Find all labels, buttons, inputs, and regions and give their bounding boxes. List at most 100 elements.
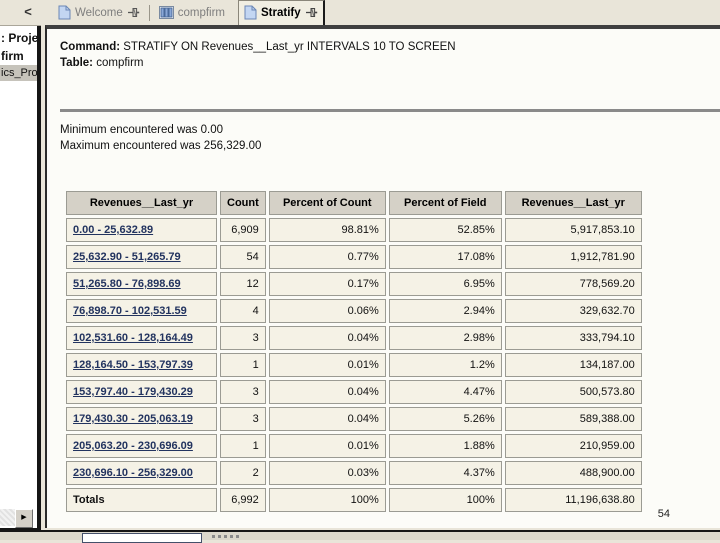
stratum-range-link[interactable]: 25,632.90 - 51,265.79 xyxy=(73,251,181,263)
value-cell: 333,794.10 xyxy=(504,326,642,350)
header-row: Revenues__Last_yr Count Percent of Count… xyxy=(66,191,642,215)
pin-icon[interactable] xyxy=(305,6,318,19)
page-icon xyxy=(244,5,257,20)
totals-field-amount: 11,196,638.80 xyxy=(504,488,642,512)
command-text: STRATIFY ON Revenues__Last_yr INTERVALS … xyxy=(123,41,456,53)
command-line: Command: STRATIFY ON Revenues__Last_yr I… xyxy=(60,41,720,53)
value-cell: 1 xyxy=(220,353,266,377)
stratum-range-link[interactable]: 102,531.60 - 128,164.49 xyxy=(73,332,193,344)
value-cell: 488,900.00 xyxy=(504,461,642,485)
table-row: 205,063.20 - 230,696.09 1 0.01% 1.88% 210,95… xyxy=(66,434,642,458)
project-navigator-panel: < : Proje firm ics_Pro ▶ xyxy=(0,0,41,530)
horizontal-scrollbar[interactable]: ▶ xyxy=(0,509,33,528)
table-row: 128,164.50 - 153,797.39 1 0.01% 1.2% 134,187… xyxy=(66,353,642,377)
table-row: 153,797.40 - 179,430.29 3 0.04% 4.47% 500,57… xyxy=(66,380,642,404)
value-cell: 3 xyxy=(220,380,266,404)
bottom-border xyxy=(0,530,720,532)
range-cell: 0.00 - 25,632.89 xyxy=(66,218,217,242)
totals-count: 6,992 xyxy=(220,488,266,512)
totals-row: Totals 6,992 100% 100% 11,196,638.80 xyxy=(66,488,642,512)
totals-pct-field: 100% xyxy=(388,488,502,512)
stratum-range-link[interactable]: 76,898.70 - 102,531.59 xyxy=(73,305,187,317)
display-area: Welcome compfirm Stratify Command: STRAT… xyxy=(45,0,720,530)
stratum-range-link[interactable]: 230,696.10 - 256,329.00 xyxy=(73,467,193,479)
navigator-body: : Proje firm ics_Pro ▶ xyxy=(0,26,41,530)
value-cell: 52.85% xyxy=(388,218,502,242)
table-icon xyxy=(158,6,174,19)
value-cell: 4.47% xyxy=(388,380,502,404)
value-cell: 6,909 xyxy=(220,218,266,242)
table-name: compfirm xyxy=(96,57,144,69)
minimum-line: Minimum encountered was 0.00 xyxy=(60,124,223,136)
range-cell: 205,063.20 - 230,696.09 xyxy=(66,434,217,458)
pin-icon[interactable] xyxy=(127,6,140,19)
tab-compfirm-label: compfirm xyxy=(177,6,225,19)
table-row: 0.00 - 25,632.89 6,909 98.81% 52.85% 5,917,8… xyxy=(66,218,642,242)
cropped-fragment-text xyxy=(212,535,242,538)
range-cell: 179,430.30 - 205,063.19 xyxy=(66,407,217,431)
value-cell: 54 xyxy=(220,245,266,269)
cropped-fragment-box xyxy=(82,533,202,543)
navigator-item-project[interactable]: : Proje xyxy=(1,31,39,45)
value-cell: 500,573.80 xyxy=(504,380,642,404)
navigator-item-table[interactable]: firm xyxy=(1,49,24,63)
value-cell: 0.01% xyxy=(268,434,386,458)
command-label: Command: xyxy=(60,41,121,53)
stratum-range-link[interactable]: 51,265.80 - 76,898.69 xyxy=(73,278,181,290)
stratify-result-table: Revenues__Last_yr Count Percent of Count… xyxy=(63,188,645,515)
value-cell: 329,632.70 xyxy=(504,299,642,323)
range-cell: 230,696.10 - 256,329.00 xyxy=(66,461,217,485)
value-cell: 0.04% xyxy=(268,407,386,431)
range-cell: 128,164.50 - 153,797.39 xyxy=(66,353,217,377)
value-cell: 17.08% xyxy=(388,245,502,269)
column-header-field-total: Revenues__Last_yr xyxy=(504,191,642,215)
navigator-header: < xyxy=(0,0,41,26)
cropped-bottom-strip xyxy=(0,532,720,543)
value-cell: 1 xyxy=(220,434,266,458)
tab-compfirm[interactable]: compfirm xyxy=(155,3,229,22)
value-cell: 210,959.00 xyxy=(504,434,642,458)
stratum-range-link[interactable]: 0.00 - 25,632.89 xyxy=(73,224,154,236)
value-cell: 3 xyxy=(220,326,266,350)
collapse-panel-button[interactable]: < xyxy=(24,4,32,19)
value-cell: 0.04% xyxy=(268,326,386,350)
maximum-line: Maximum encountered was 256,329.00 xyxy=(60,140,262,152)
column-header-range: Revenues__Last_yr xyxy=(66,191,217,215)
value-cell: 5.26% xyxy=(388,407,502,431)
tab-welcome[interactable]: Welcome xyxy=(54,2,144,23)
tab-stratify[interactable]: Stratify xyxy=(238,0,325,25)
value-cell: 0.77% xyxy=(268,245,386,269)
stratum-range-link[interactable]: 179,430.30 - 205,063.19 xyxy=(73,413,193,425)
value-cell: 1.88% xyxy=(388,434,502,458)
table-row: 51,265.80 - 76,898.69 12 0.17% 6.95% 778,569… xyxy=(66,272,642,296)
result-table-body: 0.00 - 25,632.89 6,909 98.81% 52.85% 5,917,8… xyxy=(66,218,642,485)
tab-welcome-label: Welcome xyxy=(75,6,123,19)
table-row: 102,531.60 - 128,164.49 3 0.04% 2.98% 333,79… xyxy=(66,326,642,350)
range-cell: 76,898.70 - 102,531.59 xyxy=(66,299,217,323)
value-cell: 5,917,853.10 xyxy=(504,218,642,242)
tab-separator xyxy=(148,4,150,21)
value-cell: 589,388.00 xyxy=(504,407,642,431)
value-cell: 1.2% xyxy=(388,353,502,377)
stratum-range-link[interactable]: 205,063.20 - 230,696.09 xyxy=(73,440,193,452)
navigator-item-selected[interactable]: ics_Pro xyxy=(0,65,38,81)
value-cell: 134,187.00 xyxy=(504,353,642,377)
range-cell: 153,797.40 - 179,430.29 xyxy=(66,380,217,404)
tab-bar: Welcome compfirm Stratify xyxy=(45,0,720,25)
range-cell: 102,531.60 - 128,164.49 xyxy=(66,326,217,350)
stratify-result-view: Command: STRATIFY ON Revenues__Last_yr I… xyxy=(45,25,720,528)
stratum-range-link[interactable]: 128,164.50 - 153,797.39 xyxy=(73,359,193,371)
slide-page-number: 54 xyxy=(657,508,670,520)
value-cell: 4 xyxy=(220,299,266,323)
stratum-range-link[interactable]: 153,797.40 - 179,430.29 xyxy=(73,386,193,398)
value-cell: 98.81% xyxy=(268,218,386,242)
table-label: Table: xyxy=(60,57,94,69)
table-row: 76,898.70 - 102,531.59 4 0.06% 2.94% 329,632… xyxy=(66,299,642,323)
value-cell: 1,912,781.90 xyxy=(504,245,642,269)
column-header-pct-count: Percent of Count xyxy=(268,191,386,215)
tab-stratify-label: Stratify xyxy=(261,6,301,19)
value-cell: 6.95% xyxy=(388,272,502,296)
value-cell: 0.06% xyxy=(268,299,386,323)
scroll-right-arrow-icon[interactable]: ▶ xyxy=(15,509,33,528)
table-row: 230,696.10 - 256,329.00 2 0.03% 4.37% 488,90… xyxy=(66,461,642,485)
